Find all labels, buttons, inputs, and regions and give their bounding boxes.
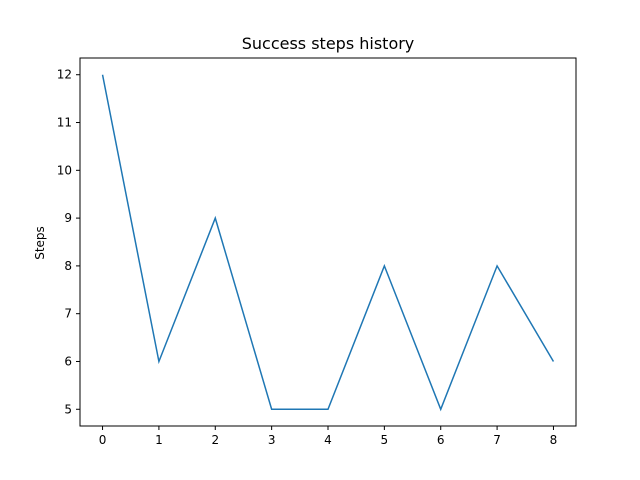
- y-tick-label: 8: [64, 259, 72, 273]
- x-tick-label: 0: [99, 433, 107, 447]
- y-tick-label: 12: [57, 68, 72, 82]
- y-tick-label: 9: [64, 211, 72, 225]
- y-tick-label: 10: [57, 163, 72, 177]
- y-tick-label: 11: [57, 116, 72, 130]
- x-tick-label: 5: [381, 433, 389, 447]
- chart-title: Success steps history: [242, 34, 415, 53]
- x-tick-label: 6: [437, 433, 445, 447]
- x-tick-label: 2: [211, 433, 219, 447]
- x-tick-label: 7: [493, 433, 501, 447]
- y-tick-label: 6: [64, 354, 72, 368]
- x-tick-label: 4: [324, 433, 332, 447]
- y-tick-label: 5: [64, 402, 72, 416]
- series-line-1: [101, 74, 555, 412]
- y-tick-label: 7: [64, 307, 72, 321]
- x-tick-label: 8: [550, 433, 558, 447]
- y-axis-label: Steps: [33, 226, 47, 260]
- plot-frame: [79, 57, 577, 427]
- x-tick-label: 1: [155, 433, 163, 447]
- x-tick-label: 3: [268, 433, 276, 447]
